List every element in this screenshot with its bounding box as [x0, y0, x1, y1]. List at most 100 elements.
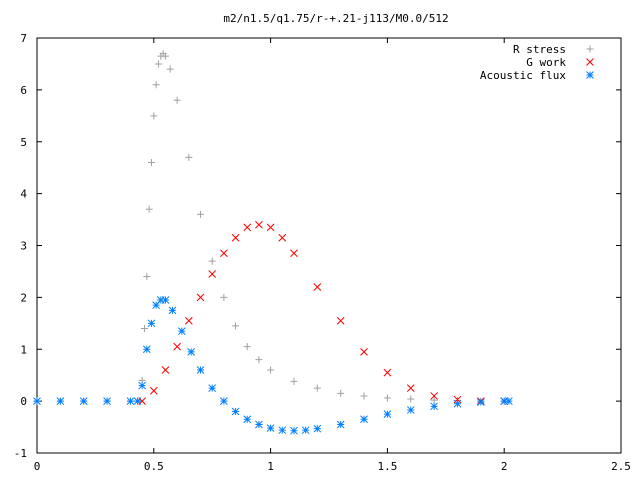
data-point: [161, 366, 170, 374]
data-point: [220, 293, 228, 301]
legend-label: G work: [526, 56, 566, 69]
series-g-work: [138, 220, 509, 405]
y-tick-label: 6: [20, 84, 27, 97]
data-point: [147, 319, 156, 328]
x-tick-label: 1.5: [377, 460, 397, 473]
data-point: [360, 392, 368, 400]
x-tick-label: 0: [34, 460, 41, 473]
data-point: [152, 81, 160, 89]
data-point: [173, 96, 181, 104]
chart-marks: [33, 50, 513, 435]
plot-frame: [36, 37, 622, 454]
data-point: [301, 426, 310, 435]
y-tick-label: -1: [14, 447, 27, 460]
data-point: [313, 424, 322, 433]
data-point: [430, 396, 438, 404]
data-point: [278, 233, 287, 242]
legend-marker: [586, 45, 594, 53]
data-point: [313, 283, 322, 291]
data-point: [161, 296, 170, 304]
axes: 0 0.5 1 1.5 2 2.5 -1 0 1 2 3 4 5 6 7: [14, 32, 631, 473]
data-point: [126, 397, 135, 405]
data-point: [337, 389, 345, 397]
data-point: [383, 394, 391, 402]
data-point: [56, 397, 65, 405]
data-point: [453, 399, 462, 408]
x-tick-label: 0.5: [144, 460, 164, 473]
data-point: [138, 381, 146, 390]
data-point: [79, 397, 88, 405]
data-point: [220, 397, 228, 405]
y-tick-label: 5: [20, 136, 27, 149]
chart-title: m2/n1.5/q1.75/r-+.21-j113/M0.0/512: [223, 12, 448, 25]
data-point: [133, 397, 142, 405]
data-point: [196, 366, 205, 374]
y-tick-label: 7: [20, 32, 27, 45]
data-point: [476, 398, 485, 407]
data-point: [208, 270, 217, 278]
data-point: [290, 426, 298, 435]
data-point: [149, 386, 158, 395]
data-point: [208, 257, 216, 265]
data-point: [33, 397, 41, 405]
data-point: [243, 343, 251, 351]
data-point: [266, 424, 275, 432]
data-point: [255, 420, 263, 429]
series-acoustic-flux: [33, 296, 513, 435]
data-point: [208, 384, 217, 393]
data-point: [140, 325, 148, 332]
data-point: [383, 368, 392, 377]
y-tick-label: 3: [20, 240, 27, 253]
data-point: [360, 415, 368, 424]
data-point: [187, 347, 196, 356]
data-point: [383, 410, 392, 418]
legend-marker: [586, 58, 594, 66]
data-point: [290, 249, 298, 258]
y-tick-label: 0: [20, 395, 27, 408]
legend-label: R stress: [513, 43, 566, 56]
data-point: [154, 60, 162, 68]
data-point: [430, 402, 438, 411]
data-point: [166, 65, 174, 73]
legend-label: Acoustic flux: [480, 69, 566, 82]
y-tick-label: 1: [20, 343, 27, 356]
x-tick-label: 2.5: [611, 460, 631, 473]
data-point: [145, 205, 153, 213]
data-point: [266, 223, 275, 232]
data-point: [313, 384, 321, 392]
data-point: [220, 249, 228, 258]
data-point: [232, 322, 240, 330]
data-point: [255, 356, 263, 364]
data-point: [184, 316, 193, 325]
data-point: [147, 159, 155, 166]
data-point: [278, 426, 287, 435]
x-tick-label: 1: [267, 460, 274, 473]
data-point: [161, 52, 169, 60]
data-point: [173, 342, 182, 351]
y-tick-label: 2: [20, 291, 27, 304]
data-point: [156, 296, 165, 304]
data-point: [243, 223, 252, 232]
data-point: [150, 112, 158, 120]
data-point: [430, 392, 438, 400]
data-point: [231, 407, 240, 416]
data-point: [406, 406, 415, 414]
data-point: [500, 397, 509, 405]
data-point: [255, 220, 263, 229]
data-point: [177, 327, 186, 335]
data-point: [196, 293, 205, 302]
data-point: [360, 347, 368, 356]
data-point: [505, 397, 513, 405]
data-point: [290, 377, 298, 385]
legend-marker: [586, 71, 594, 79]
data-point: [231, 233, 240, 242]
data-point: [267, 366, 275, 374]
data-point: [407, 395, 415, 403]
data-point: [336, 316, 345, 325]
data-point: [336, 420, 345, 429]
data-point: [243, 415, 252, 424]
x-tick-label: 2: [501, 460, 508, 473]
data-point: [143, 273, 151, 281]
